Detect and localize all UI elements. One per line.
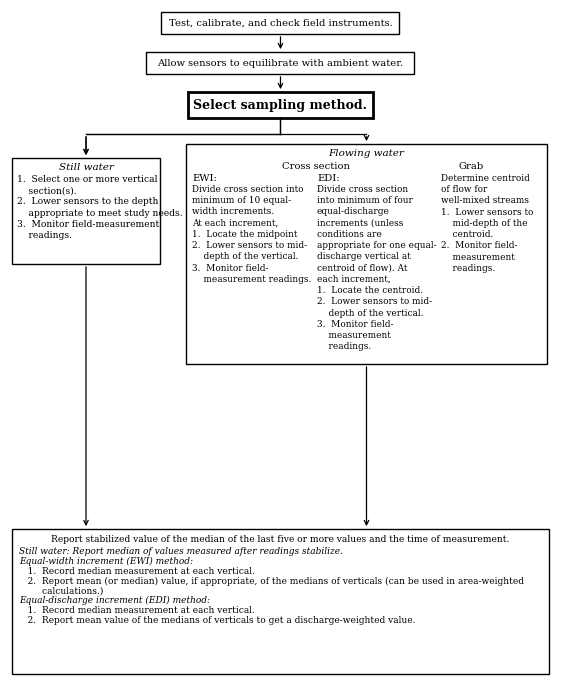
Text: 1.  Record median measurement at each vertical.: 1. Record median measurement at each ver… xyxy=(19,606,255,614)
Text: 2.  Report mean (or median) value, if appropriate, of the medians of verticals (: 2. Report mean (or median) value, if app… xyxy=(19,576,524,586)
Text: 1.  Select one or more vertical
    section(s).
2.  Lower sensors to the depth
 : 1. Select one or more vertical section(s… xyxy=(17,175,183,240)
Text: Cross section: Cross section xyxy=(282,162,350,171)
Bar xyxy=(188,92,373,118)
Bar xyxy=(12,158,160,264)
Text: calculations.): calculations.) xyxy=(19,587,103,595)
Text: Determine centroid
of flow for
well-mixed streams
1.  Lower sensors to
    mid-d: Determine centroid of flow for well-mixe… xyxy=(441,174,534,273)
Bar xyxy=(162,12,399,34)
Text: 1.  Record median measurement at each vertical.: 1. Record median measurement at each ver… xyxy=(19,567,255,576)
Text: Still water: Report median of values measured after readings stabilize.: Still water: Report median of values mea… xyxy=(19,547,343,556)
Text: Report stabilized value of the median of the last five or more values and the ti: Report stabilized value of the median of… xyxy=(51,535,510,544)
Text: Allow sensors to equilibrate with ambient water.: Allow sensors to equilibrate with ambien… xyxy=(158,59,403,68)
Text: Grab: Grab xyxy=(458,162,484,171)
Bar xyxy=(12,529,549,674)
Text: 2.  Report mean value of the medians of verticals to get a discharge-weighted va: 2. Report mean value of the medians of v… xyxy=(19,616,416,625)
Text: Flowing water: Flowing water xyxy=(329,149,404,158)
Text: Select sampling method.: Select sampling method. xyxy=(194,98,367,111)
Text: Divide cross section
into minimum of four
equal-discharge
increments (unless
con: Divide cross section into minimum of fou… xyxy=(317,185,436,351)
Text: Equal-discharge increment (EDI) method:: Equal-discharge increment (EDI) method: xyxy=(19,596,210,605)
Text: Divide cross section into
minimum of 10 equal-
width increments.
At each increme: Divide cross section into minimum of 10 … xyxy=(192,185,311,284)
Bar xyxy=(186,144,547,364)
Text: EDI:: EDI: xyxy=(317,174,339,183)
Text: Still water: Still water xyxy=(58,163,113,172)
Text: Equal-width increment (EWI) method:: Equal-width increment (EWI) method: xyxy=(19,557,193,566)
Bar xyxy=(146,52,415,74)
Text: EWI:: EWI: xyxy=(192,174,217,183)
Text: Test, calibrate, and check field instruments.: Test, calibrate, and check field instrum… xyxy=(169,18,392,27)
